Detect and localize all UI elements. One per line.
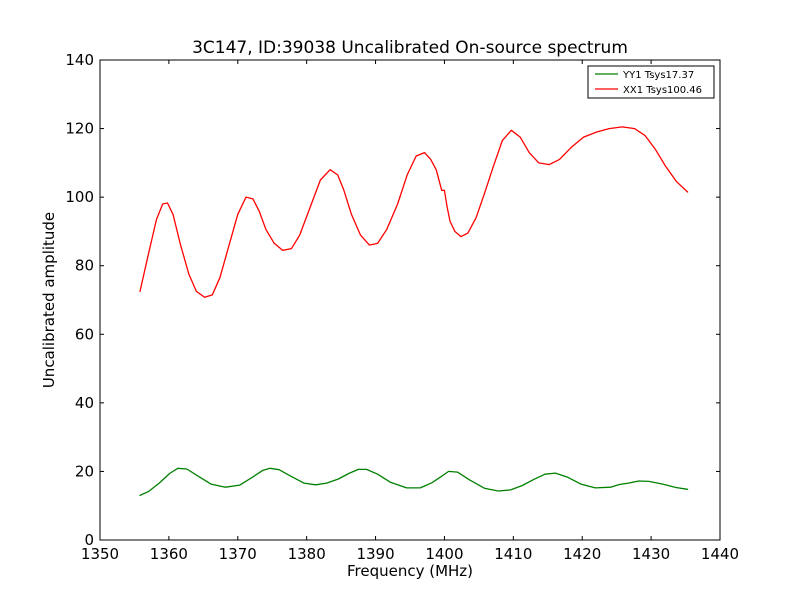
x-tick-label: 1440 (701, 545, 739, 563)
x-tick-label: 1350 (81, 545, 119, 563)
y-tick-label: 80 (75, 257, 94, 275)
y-tick-label: 40 (75, 394, 94, 412)
x-axis: 1350 1360 1370 1380 1390 1400 1410 1420 1430 1440 (81, 60, 739, 563)
x-tick-label: 1360 (150, 545, 188, 563)
x-tick-label: 1390 (356, 545, 394, 563)
y-tick-label: 140 (65, 51, 94, 69)
legend-label-yy1: YY1 Tsys17.37 (622, 70, 694, 81)
series-line-yy1 (139, 467, 689, 497)
x-axis-label: Frequency (MHz) (347, 562, 473, 580)
x-tick-label: 1400 (425, 545, 463, 563)
plot-area (99, 59, 721, 541)
x-tick-label: 1380 (288, 545, 326, 563)
y-tick-label: 60 (75, 325, 94, 343)
y-axis: 0 20 40 60 80 100 120 140 (65, 51, 720, 549)
legend: YY1 Tsys17.37 XX1 Tsys100.46 (587, 65, 715, 99)
y-tick-label: 120 (65, 120, 94, 138)
series-layer (139, 126, 689, 497)
legend-box (587, 65, 715, 99)
plot-frame (99, 59, 721, 541)
legend-label-xx1: XX1 Tsys100.46 (623, 85, 702, 96)
y-axis-label: Uncalibrated amplitude (40, 212, 58, 388)
x-tick-label: 1410 (494, 545, 532, 563)
y-tick-label: 20 (75, 462, 94, 480)
x-tick-label: 1370 (219, 545, 257, 563)
y-tick-label: 0 (84, 531, 94, 549)
x-tick-label: 1430 (632, 545, 670, 563)
series-line-xx1 (139, 126, 689, 298)
x-tick-label: 1420 (563, 545, 601, 563)
chart-title: 3C147, ID:39038 Uncalibrated On-source s… (192, 38, 628, 58)
y-tick-label: 100 (65, 188, 94, 206)
